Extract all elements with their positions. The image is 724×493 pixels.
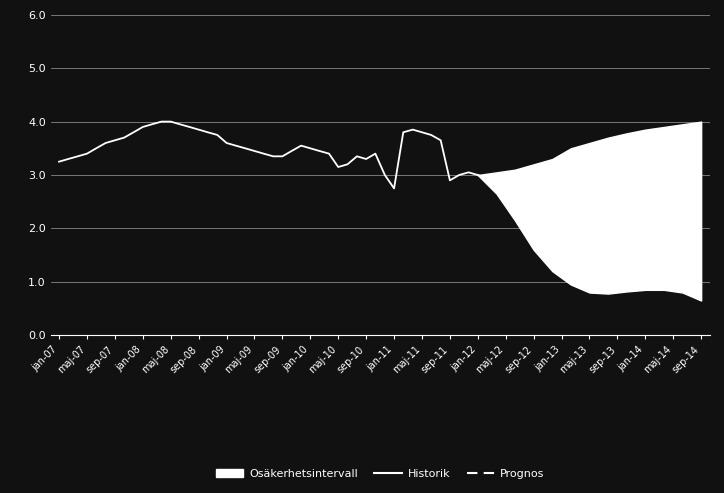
Legend: Osäkerhetsintervall, Historik, Prognos: Osäkerhetsintervall, Historik, Prognos [211, 464, 549, 484]
